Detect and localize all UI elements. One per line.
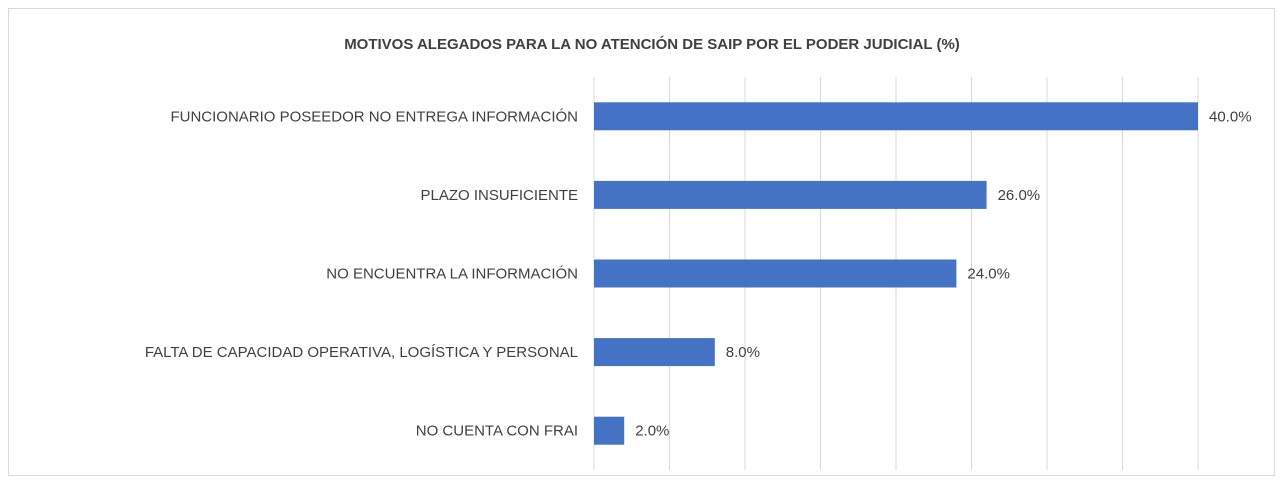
data-label: 26.0%: [998, 187, 1041, 204]
bar: [594, 102, 1198, 131]
y-tick-label: NO CUENTA CON FRAI: [416, 423, 578, 440]
chart-border: [8, 8, 1275, 476]
bar: [594, 259, 957, 288]
y-tick-label: PLAZO INSUFICIENTE: [420, 187, 578, 204]
data-label: 24.0%: [967, 265, 1010, 282]
data-label: 2.0%: [635, 423, 669, 440]
bar: [594, 180, 987, 209]
y-tick-label: NO ENCUENTRA LA INFORMACIÓN: [326, 265, 578, 282]
data-label: 40.0%: [1209, 108, 1252, 125]
y-tick-label: FALTA DE CAPACIDAD OPERATIVA, LOGÍSTICA …: [145, 344, 578, 361]
y-tick-label: FUNCIONARIO POSEEDOR NO ENTREGA INFORMAC…: [170, 108, 578, 125]
chart-title: MOTIVOS ALEGADOS PARA LA NO ATENCIÓN DE …: [344, 35, 960, 53]
data-label: 8.0%: [726, 344, 760, 361]
bar: [594, 338, 715, 367]
bar: [594, 416, 625, 445]
